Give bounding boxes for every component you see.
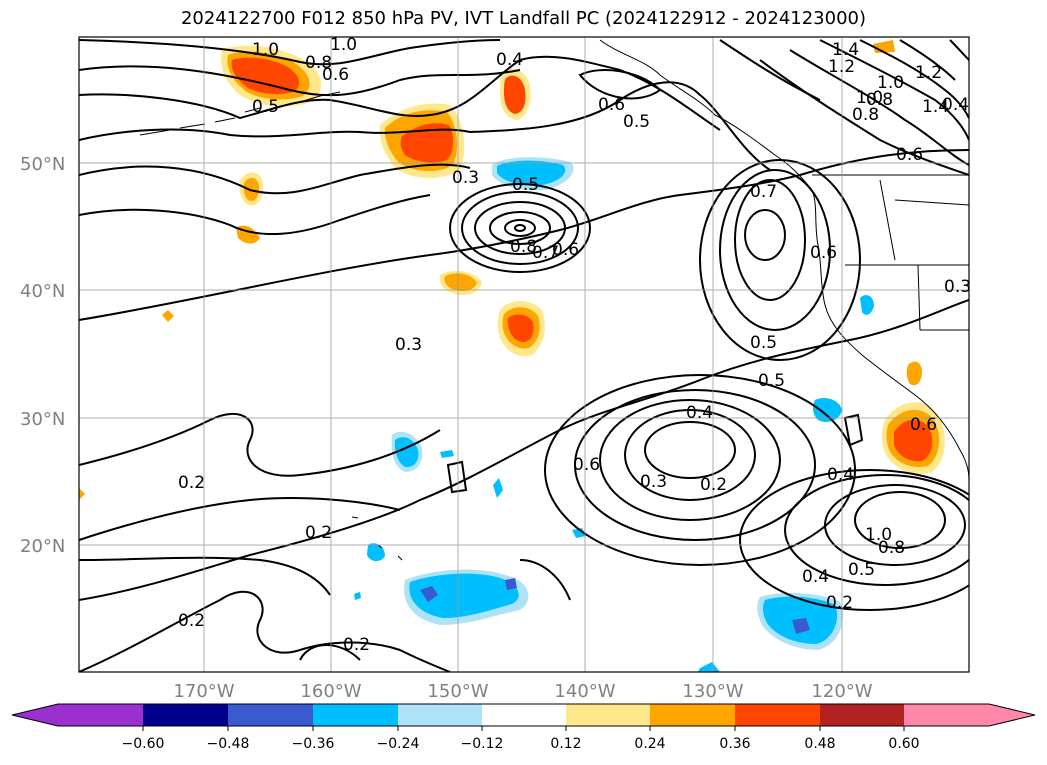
contour-label: 0.8 [852,105,879,125]
colorbar-min-extension [12,704,58,726]
contour-label: 0.8 [305,53,332,73]
colorbar-segment [143,704,228,726]
contour-label: 0.6 [573,455,600,475]
contour-label: 1.4 [832,40,859,60]
contour-label: 0.6 [322,65,349,85]
lon-label: 150°W [427,681,488,702]
contour-label: 1.0 [877,73,904,93]
colorbar-segment [820,704,904,726]
lon-label: 130°W [682,681,743,702]
contour-label: 0.5 [848,560,875,580]
map-content: 1.0 1.0 0.8 0.6 0.5 0.4 0.6 0.5 1.4 1.2 … [79,35,971,672]
contour-label: 0.6 [552,240,579,260]
colorbar-tick-label: −0.12 [461,736,504,752]
lon-label: 160°W [300,681,361,702]
contour-label: 0.2 [178,473,205,493]
contour-label: 0.2 [178,611,205,631]
lon-label: 120°W [811,681,872,702]
colorbar-tick-label: −0.24 [377,736,420,752]
contour-label: 0.4 [942,95,969,115]
map-frame [78,36,970,673]
contour-label: 0.3 [944,277,971,297]
contour-label: 0.3 [452,168,479,188]
contour-label: 0.6 [598,95,625,115]
contour-label: 0.2 [700,475,727,495]
lat-label: 30°N [20,409,65,430]
colorbar-segment [398,704,482,726]
contour-label: 0.6 [810,243,837,263]
colorbar-tick-label: 0.24 [634,736,665,752]
colorbar-segment [58,704,143,726]
contour-lines [79,39,969,672]
lat-label: 50°N [20,154,65,175]
colorbar-segment [482,704,566,726]
colorbar-segment [904,704,989,726]
pv-negative-shading [354,157,874,672]
colorbar-tick-label: 0.12 [550,736,581,752]
graticule [79,37,969,672]
contour-label: 0.2 [343,635,370,655]
contour-label: 0.4 [686,403,713,423]
contour-label: 0.4 [827,465,854,485]
colorbar-segment [735,704,820,726]
colorbar-tick-label: −0.48 [207,736,250,752]
contour-label: 0.8 [510,237,537,257]
contour-label: 1.0 [330,35,357,55]
coastlines [139,39,969,561]
colorbar-segment [566,704,650,726]
colorbar: −0.60 −0.48 −0.36 −0.24 −0.12 0.12 0.24 … [11,703,1036,752]
contour-label: 0.3 [395,335,422,355]
contour-label: 0.4 [496,50,523,70]
contour-label: 0.4 [802,567,829,587]
contour-label: 0.5 [252,97,279,117]
colorbar-segment [650,704,735,726]
contour-labels: 1.0 1.0 0.8 0.6 0.5 0.4 0.6 0.5 1.4 1.2 … [178,35,971,655]
map-title: 2024122700 F012 850 hPa PV, IVT Landfall… [180,8,867,29]
contour-label: 0.5 [750,333,777,353]
contour-label: 0.6 [910,415,937,435]
contour-label: 1.2 [828,57,855,77]
contour-label: 0.2 [826,593,853,613]
contour-label: 1.2 [915,63,942,83]
longitude-labels: 170°W 160°W 150°W 140°W 130°W 120°W [173,681,872,702]
contour-label: 1.0 [865,525,892,545]
contour-label: 0.2 [305,523,332,543]
contour-label: 0.7 [532,243,559,263]
contour-label: 0.7 [750,182,777,202]
lat-label: 20°N [20,536,65,557]
lon-label: 170°W [173,681,234,702]
colorbar-tick-label: −0.36 [292,736,335,752]
contour-label: 0.3 [640,472,667,492]
contour-label: 0.8 [866,90,893,110]
colorbar-tick-label: 0.60 [888,736,919,752]
colorbar-tick-label: 0.36 [719,736,750,752]
contour-label: 0.5 [623,112,650,132]
colorbar-max-extension [989,704,1035,726]
colorbar-segment [228,704,313,726]
colorbar-outline [11,703,1036,727]
lon-label: 140°W [554,681,615,702]
latitude-labels: 50°N 40°N 30°N 20°N [20,154,65,557]
contour-label: 1.0 [856,88,883,108]
contour-label: 0.5 [758,371,785,391]
contour-label: 0.8 [878,538,905,558]
colorbar-tick-marks [142,726,905,731]
colorbar-segment [313,704,398,726]
contour-label: 0.6 [896,145,923,165]
contour-label: 1.4 [922,97,949,117]
contour-label: 0.5 [512,175,539,195]
colorbar-tick-label: −0.60 [122,736,165,752]
lat-label: 40°N [20,281,65,302]
colorbar-tick-label: 0.48 [804,736,835,752]
contour-label: 1.0 [252,40,279,60]
